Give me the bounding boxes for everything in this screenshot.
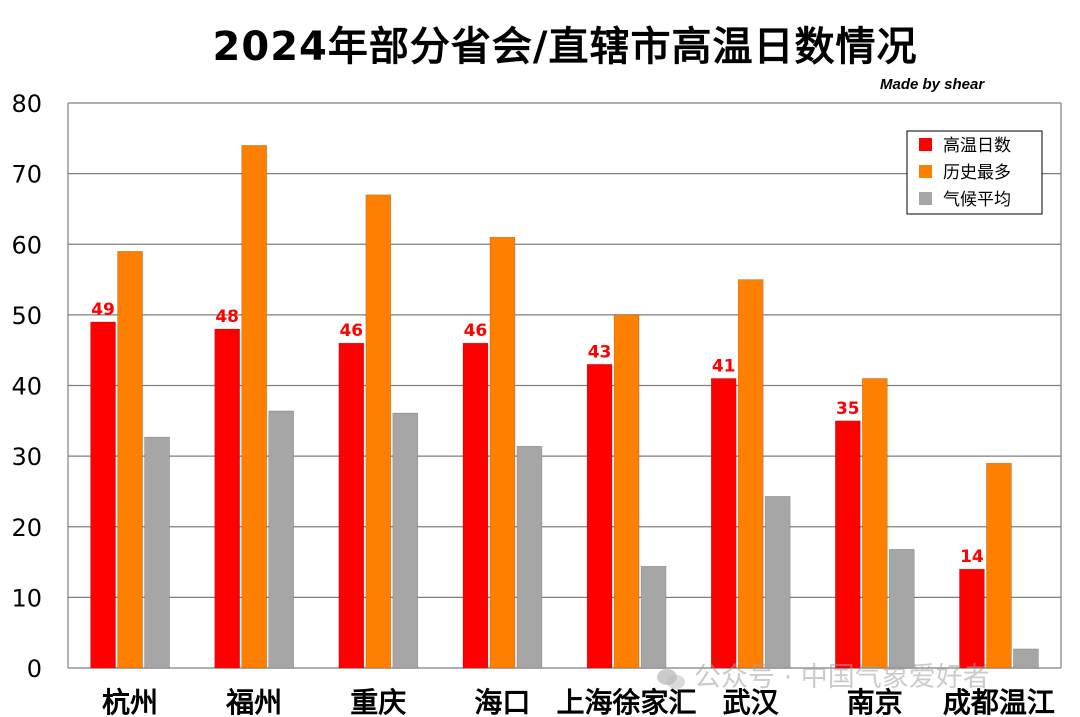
y-tick-label: 70: [11, 161, 42, 189]
bar-气候平均-重庆: [392, 412, 419, 669]
data-label: 46: [464, 321, 488, 341]
x-tick-label: 成都温江: [943, 686, 1055, 717]
bar-历史最多-重庆: [365, 194, 392, 669]
bar-高温日数-上海徐家汇: [586, 364, 613, 669]
x-tick-label: 福州: [225, 686, 282, 717]
bar-气候平均-武汉: [764, 496, 791, 669]
data-label: 14: [960, 547, 984, 567]
x-tick-label: 重庆: [350, 686, 406, 717]
bar-高温日数-南京: [835, 420, 861, 669]
bar-气候平均-上海徐家汇: [640, 565, 667, 669]
bar-高温日数-福州: [214, 328, 240, 669]
legend-swatch: [919, 138, 932, 151]
watermark: 公众号 · 中国气象爱好者: [656, 655, 990, 694]
data-label: 46: [339, 321, 363, 341]
bar-历史最多-杭州: [117, 251, 143, 669]
bar-气候平均-海口: [516, 445, 543, 669]
bar-历史最多-南京: [862, 378, 888, 669]
x-tick-label: 南京: [847, 686, 903, 717]
watermark-text: 公众号 · 中国气象爱好者: [694, 662, 990, 693]
legend-label: 气候平均: [943, 190, 1011, 210]
y-tick-label: 20: [11, 514, 42, 542]
x-tick-label: 杭州: [102, 686, 158, 717]
legend-label: 历史最多: [943, 163, 1011, 183]
wechat-icon: [656, 667, 686, 691]
x-axis: 杭州 福州 重庆 海口 上海徐家汇 武汉 南京 成都温江: [102, 686, 1055, 717]
y-tick-label: 30: [11, 443, 42, 471]
bar-气候平均-福州: [268, 410, 294, 669]
y-tick-label: 10: [11, 584, 42, 612]
chart-title: 2024年部分省会/直辖市高温日数情况: [212, 24, 918, 70]
bar-历史最多-福州: [241, 145, 267, 669]
data-label: 35: [836, 399, 860, 419]
y-tick-label: 80: [11, 90, 42, 118]
legend-swatch: [919, 192, 932, 205]
data-label: 48: [215, 307, 239, 327]
bar-高温日数-杭州: [90, 321, 116, 669]
y-axis: 0 10 20 30 40 50 60 70 80: [11, 90, 1062, 683]
data-label: 41: [712, 356, 736, 376]
bars: [90, 145, 1039, 669]
bar-高温日数-海口: [462, 342, 489, 669]
bar-气候平均-成都温江: [1013, 648, 1039, 669]
y-tick-label: 50: [11, 302, 42, 330]
legend-label: 高温日数: [943, 136, 1011, 156]
bar-历史最多-武汉: [737, 279, 764, 669]
x-tick-label: 上海徐家汇: [557, 686, 697, 717]
bar-历史最多-海口: [489, 236, 516, 669]
y-tick-label: 0: [27, 655, 42, 683]
data-label: 43: [588, 342, 612, 362]
bar-历史最多-上海徐家汇: [613, 314, 640, 669]
y-tick-label: 40: [11, 373, 42, 401]
bar-高温日数-武汉: [710, 378, 737, 669]
data-labels: 49 48 46 46 43 41 35 14: [91, 300, 984, 567]
legend-swatch: [919, 165, 932, 178]
bar-高温日数-重庆: [338, 342, 365, 669]
data-label: 49: [91, 300, 115, 320]
bar-气候平均-杭州: [144, 436, 170, 669]
credit-label: Made by shear: [880, 76, 985, 93]
x-tick-label: 海口: [474, 686, 530, 717]
x-tick-label: 武汉: [723, 686, 780, 717]
bar-气候平均-南京: [889, 549, 915, 669]
y-tick-label: 60: [11, 231, 42, 259]
bar-高温日数-成都温江: [959, 568, 985, 669]
bar-历史最多-成都温江: [986, 462, 1012, 669]
